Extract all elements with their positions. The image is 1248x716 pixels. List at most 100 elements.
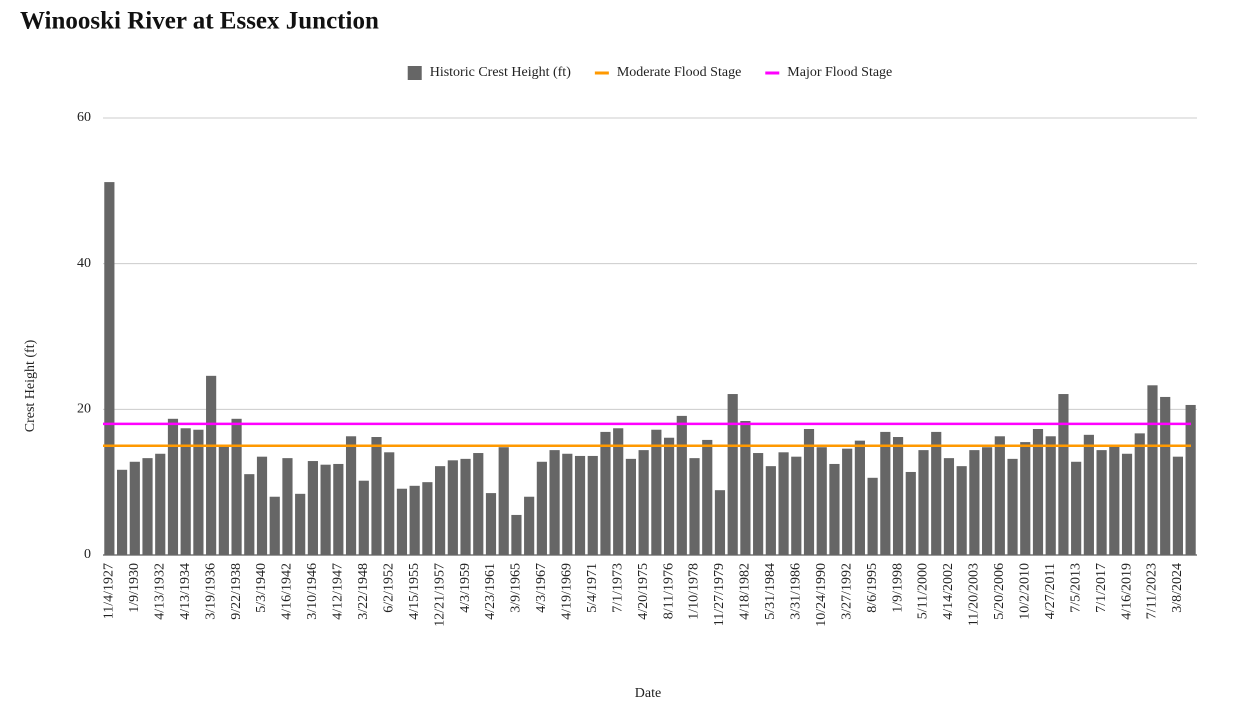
bar xyxy=(447,460,458,555)
x-tick-label: 5/31/1984 xyxy=(763,563,778,620)
x-tick-label: 4/12/1947 xyxy=(331,563,346,620)
bar xyxy=(218,445,229,555)
x-tick-label: 1/9/1998 xyxy=(890,563,905,613)
x-tick-label: 7/1/2017 xyxy=(1094,563,1109,613)
x-tick-label: 1/10/1978 xyxy=(687,563,702,620)
bar xyxy=(269,496,280,555)
bar xyxy=(867,477,878,555)
x-tick-label: 3/31/1986 xyxy=(789,563,804,620)
bar xyxy=(409,485,420,555)
legend-label: Major Flood Stage xyxy=(787,65,892,80)
x-tick-label: 3/22/1948 xyxy=(356,563,371,620)
bar xyxy=(765,466,776,555)
bar xyxy=(753,453,764,555)
bar xyxy=(104,182,115,556)
bar xyxy=(231,418,242,555)
bar xyxy=(651,429,662,555)
bar xyxy=(333,463,344,555)
bar xyxy=(1032,428,1044,555)
bar xyxy=(473,453,484,555)
x-tick-label: 4/15/1955 xyxy=(407,563,422,620)
x-tick-label: 3/9/1965 xyxy=(509,563,524,613)
bar xyxy=(931,431,942,555)
bar xyxy=(1160,396,1171,555)
bar xyxy=(600,431,611,555)
x-tick-label: 4/20/1975 xyxy=(636,563,651,620)
x-tick-label: 4/18/1982 xyxy=(738,563,753,620)
y-axis-label: Crest Height (ft) xyxy=(23,339,38,432)
y-tick-label: 40 xyxy=(77,256,91,271)
bar xyxy=(1071,461,1082,555)
bar xyxy=(676,415,687,555)
x-tick-label: 3/10/1946 xyxy=(305,563,320,620)
bar xyxy=(791,456,802,555)
bar xyxy=(1134,433,1145,555)
x-tick-label: 4/16/1942 xyxy=(280,563,295,620)
x-tick-label: 4/14/2002 xyxy=(941,563,956,620)
bar xyxy=(842,448,853,555)
x-tick-label: 4/3/1967 xyxy=(534,563,549,613)
legend-label: Moderate Flood Stage xyxy=(617,65,741,80)
x-tick-label: 4/23/1961 xyxy=(483,563,498,620)
bar xyxy=(256,456,268,555)
x-tick-label: 5/20/2006 xyxy=(992,563,1007,620)
x-tick-label: 6/2/1952 xyxy=(381,563,396,613)
bar xyxy=(727,394,738,555)
x-tick-label: 10/24/1990 xyxy=(814,563,829,627)
bar xyxy=(803,428,815,555)
bar xyxy=(155,453,166,555)
bar xyxy=(1096,450,1107,555)
bar xyxy=(1058,394,1069,555)
bar xyxy=(562,453,573,555)
x-tick-label: 1/9/1930 xyxy=(127,563,142,613)
x-tick-label: 4/19/1969 xyxy=(560,563,575,620)
x-tick-label: 7/5/2013 xyxy=(1068,563,1083,613)
x-tick-label: 4/16/2019 xyxy=(1119,563,1134,620)
x-tick-label: 8/11/1976 xyxy=(661,563,676,619)
bar xyxy=(1007,458,1018,555)
bar xyxy=(816,447,827,555)
bar xyxy=(1147,385,1158,555)
bar xyxy=(485,493,497,555)
x-tick-label: 10/2/2010 xyxy=(1017,563,1032,620)
bar xyxy=(282,458,293,555)
x-tick-label: 5/4/1971 xyxy=(585,563,600,613)
x-tick-label: 9/22/1938 xyxy=(229,563,244,620)
x-tick-label: 4/27/2011 xyxy=(1043,563,1058,619)
bar xyxy=(740,420,751,555)
bar xyxy=(142,458,153,555)
x-tick-label: 3/8/2024 xyxy=(1170,563,1185,613)
bar xyxy=(307,461,318,555)
x-tick-label: 3/19/1936 xyxy=(203,563,218,620)
x-tick-label: 3/27/1992 xyxy=(839,563,854,620)
bar xyxy=(206,375,217,555)
legend-label: Historic Crest Height (ft) xyxy=(430,65,571,80)
bar xyxy=(295,493,306,555)
bar xyxy=(587,455,598,555)
bar xyxy=(167,418,179,555)
chart-title: Winooski River at Essex Junction xyxy=(20,8,379,35)
y-tick-label: 20 xyxy=(77,402,91,417)
bar xyxy=(956,466,967,555)
y-tick-label: 60 xyxy=(77,110,91,125)
bar xyxy=(549,450,560,555)
bar xyxy=(714,490,726,555)
bar xyxy=(1185,404,1196,555)
x-tick-label: 7/1/1973 xyxy=(610,563,625,613)
bar xyxy=(193,429,204,555)
bar xyxy=(829,463,840,555)
bar xyxy=(129,461,140,555)
x-tick-label: 7/11/2023 xyxy=(1145,563,1160,619)
y-tick-label: 0 xyxy=(84,547,91,562)
bar xyxy=(689,458,700,555)
bar xyxy=(854,440,865,555)
bar xyxy=(702,439,713,555)
bar xyxy=(778,452,789,555)
bar xyxy=(1020,442,1031,555)
bar xyxy=(180,428,191,555)
bar xyxy=(918,450,929,555)
x-tick-label: 4/3/1959 xyxy=(458,563,473,613)
bar xyxy=(511,514,522,555)
bar xyxy=(320,464,331,555)
